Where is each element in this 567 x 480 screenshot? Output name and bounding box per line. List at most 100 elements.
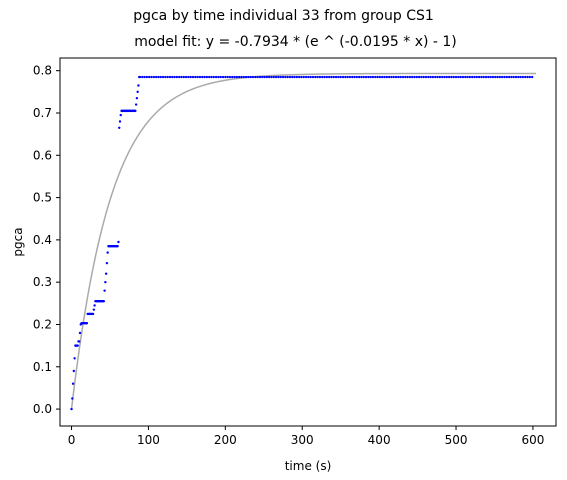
data-point (316, 75, 319, 79)
data-point (507, 75, 511, 79)
data-point (399, 75, 402, 79)
data-point (196, 75, 199, 79)
data-point (371, 75, 375, 79)
data-point (274, 75, 278, 79)
data-point (184, 75, 188, 79)
data-point (489, 75, 492, 79)
data-point (452, 75, 455, 79)
data-point (228, 75, 232, 79)
data-point (134, 103, 138, 106)
data-point (450, 75, 453, 79)
data-point (351, 75, 354, 79)
data-point (187, 75, 190, 79)
data-point (244, 75, 248, 79)
data-point (191, 75, 195, 79)
y-axis-label: pgca (11, 227, 25, 256)
x-tick-label: 400 (368, 433, 391, 447)
data-point (300, 75, 303, 79)
data-point (175, 75, 179, 79)
data-point (477, 75, 481, 79)
data-point (134, 109, 137, 113)
data-point (207, 75, 211, 79)
data-point (150, 75, 153, 79)
data-point (445, 75, 448, 79)
data-point (71, 397, 74, 400)
data-point (378, 75, 382, 79)
data-point (487, 75, 490, 79)
data-point (251, 75, 255, 79)
data-point (369, 75, 372, 79)
data-point (512, 75, 515, 79)
data-point (348, 75, 352, 79)
data-point (279, 75, 282, 79)
y-tick-label: 0.7 (33, 106, 52, 120)
data-point (327, 75, 331, 79)
data-point (434, 75, 437, 79)
chart-suptitle: pgca by time individual 33 from group CS… (133, 8, 434, 24)
data-point (265, 75, 269, 79)
data-point (408, 75, 412, 79)
data-point (171, 75, 174, 79)
data-point (394, 75, 398, 79)
data-point (341, 75, 345, 79)
data-point (528, 75, 532, 79)
data-point (159, 75, 162, 79)
data-point (390, 75, 393, 79)
data-point (376, 75, 379, 79)
data-point (148, 75, 151, 79)
data-point (249, 75, 252, 79)
data-point (182, 75, 186, 79)
data-point (447, 75, 451, 79)
data-point (203, 75, 206, 79)
data-point (104, 280, 107, 284)
data-point (332, 75, 335, 79)
data-point (459, 75, 462, 79)
data-point (217, 75, 220, 79)
data-point (494, 75, 497, 79)
data-point (143, 75, 146, 79)
data-point (91, 312, 95, 316)
data-point (103, 289, 106, 292)
x-tick-label: 300 (291, 433, 314, 447)
data-point (429, 75, 432, 79)
data-point (210, 75, 213, 79)
x-tick-label: 100 (137, 433, 160, 447)
data-point (401, 75, 405, 79)
y-tick-label: 0.0 (33, 402, 52, 416)
data-point (404, 75, 407, 79)
data-point (321, 75, 324, 79)
data-point (461, 75, 465, 79)
data-point (154, 75, 158, 79)
data-point (116, 245, 119, 248)
data-point (201, 75, 204, 79)
data-point (118, 126, 121, 129)
data-point (291, 75, 294, 79)
data-point (334, 75, 338, 79)
data-point (311, 75, 315, 79)
x-tick-label: 0 (68, 433, 76, 447)
data-point (482, 75, 485, 79)
data-point (514, 75, 518, 79)
data-point (318, 75, 322, 79)
data-point (286, 75, 289, 79)
data-point (411, 75, 414, 79)
data-point (344, 75, 347, 79)
data-point (381, 75, 384, 79)
data-point (173, 75, 176, 79)
chart-title: model fit: y = -0.7934 * (e ^ (-0.0195 *… (134, 34, 457, 50)
data-point (385, 75, 389, 79)
data-point (177, 75, 181, 79)
x-tick-label: 500 (445, 433, 468, 447)
data-point (141, 75, 144, 79)
data-point (104, 272, 108, 275)
data-point (145, 75, 149, 79)
data-point (194, 75, 197, 79)
data-point (304, 75, 308, 79)
data-point (138, 75, 142, 79)
data-point (157, 75, 160, 79)
data-point (205, 75, 209, 79)
data-point (284, 75, 287, 79)
data-point (136, 90, 139, 94)
data-point (161, 75, 165, 79)
